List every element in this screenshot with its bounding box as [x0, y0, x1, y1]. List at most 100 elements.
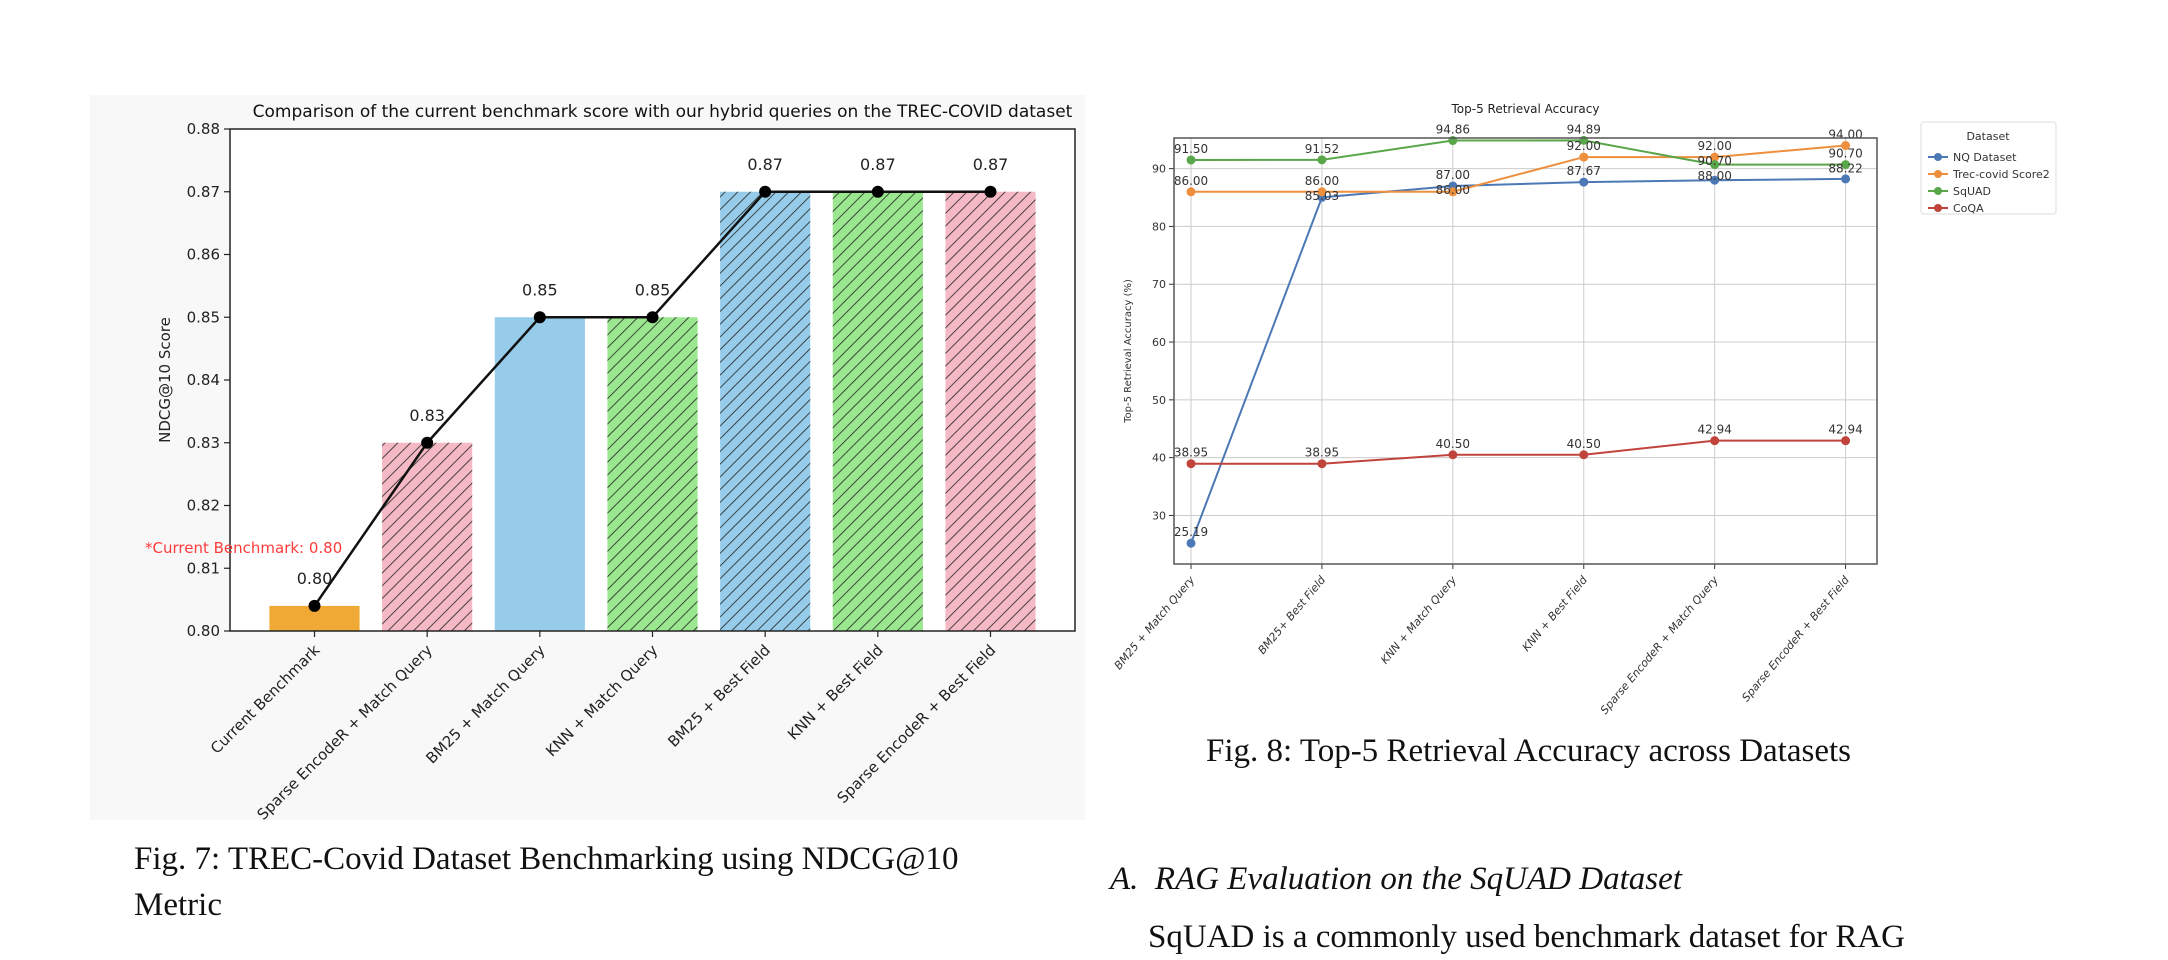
data-label: 94.89	[1567, 122, 1601, 136]
series-marker	[1186, 187, 1196, 197]
data-label: 38.95	[1174, 446, 1208, 460]
y-tick-label: 0.82	[187, 497, 220, 515]
data-label: 40.50	[1567, 437, 1601, 451]
trend-marker	[871, 185, 884, 198]
fig8-caption: Fig. 8: Top-5 Retrieval Accuracy across …	[1206, 733, 1851, 769]
data-label: 85.03	[1305, 189, 1339, 203]
series-marker	[1186, 538, 1196, 548]
y-tick-label: 0.86	[187, 246, 220, 264]
data-label: 88.00	[1697, 169, 1731, 183]
series-marker	[1186, 155, 1196, 165]
data-label: 92.00	[1697, 139, 1731, 153]
section-body-start: SqUAD is a commonly used benchmark datas…	[1148, 919, 1906, 955]
y-tick-label: 30	[1152, 509, 1166, 522]
bar-hatch	[720, 191, 811, 631]
series-marker	[1579, 450, 1589, 460]
y-tick-label: 0.87	[187, 183, 220, 201]
data-label: 94.00	[1828, 128, 1862, 142]
series-marker	[1448, 187, 1458, 197]
x-tick-label: BM25+ Best Field	[1255, 573, 1328, 657]
series-marker	[1710, 175, 1720, 185]
y-tick-label: 70	[1152, 278, 1166, 291]
series-marker	[1710, 152, 1720, 162]
y-tick-label: 40	[1152, 452, 1166, 465]
bar-hatch	[607, 317, 698, 631]
series-line	[1191, 439, 1846, 465]
data-label: 92.00	[1567, 139, 1601, 153]
data-label: 91.50	[1174, 142, 1208, 156]
trend-marker	[759, 185, 772, 198]
legend-swatch-marker	[1934, 153, 1942, 161]
y-tick-label: 0.85	[187, 308, 220, 326]
data-label: 90.70	[1697, 154, 1731, 168]
figures: 0.80 0.83 0.85 0.85 0.87 0.87 0.87 0.80 0.81 0.82…	[145, 102, 2057, 824]
legend-label: Trec-covid Score2	[1952, 168, 2050, 181]
data-label: 40.50	[1436, 437, 1470, 451]
trend-marker	[646, 311, 659, 324]
series-marker	[1841, 436, 1851, 446]
y-tick-label: 50	[1152, 394, 1166, 407]
x-tick-label: Sparse EncodeR + Match Query	[1598, 573, 1721, 717]
trend-marker	[984, 185, 997, 198]
series-marker	[1448, 450, 1458, 460]
y-tick-label: 60	[1152, 336, 1166, 349]
bar-hatch	[832, 191, 923, 631]
x-tick-label: KNN + Match Query	[1378, 573, 1459, 666]
legend-label: CoQA	[1953, 202, 1984, 215]
data-label: 0.87	[860, 155, 896, 174]
data-label: 86.00	[1436, 183, 1470, 197]
x-tick-label: KNN + Best Field	[1520, 573, 1591, 654]
fig7-caption-line1: Fig. 7: TREC-Covid Dataset Benchmarking …	[134, 841, 959, 877]
data-label: 0.83	[409, 406, 445, 425]
y-axis-label: NDCG@10 Score	[156, 317, 174, 443]
data-label: 38.95	[1305, 446, 1339, 460]
data-label: 90.70	[1828, 147, 1862, 161]
section-heading: A. RAG Evaluation on the SqUAD Dataset	[1110, 861, 1682, 897]
legend-swatch-marker	[1934, 187, 1942, 195]
bar-hatch	[382, 442, 473, 631]
series-marker	[1841, 174, 1851, 184]
data-label: 87.00	[1436, 168, 1470, 182]
data-label: 91.52	[1305, 142, 1339, 156]
y-tick-label: 0.81	[187, 559, 220, 577]
series-marker	[1317, 459, 1327, 469]
series-marker	[1579, 152, 1589, 162]
fig7-caption-line2: Metric	[134, 887, 222, 923]
y-axis-label: Top-5 Retrieval Accuracy (%)	[1123, 279, 1134, 424]
legend-title: Dataset	[1966, 130, 2010, 143]
y-tick-label: 0.80	[187, 622, 220, 640]
data-label: 94.86	[1436, 123, 1470, 137]
trend-marker	[308, 599, 321, 612]
bar	[494, 317, 585, 631]
legend-box	[1920, 121, 2057, 215]
series-marker	[1841, 141, 1851, 151]
series-line	[1191, 144, 1846, 193]
data-label: 0.87	[973, 155, 1009, 174]
series-marker	[1710, 160, 1720, 170]
data-label: 42.94	[1828, 423, 1862, 437]
legend-swatch-marker	[1934, 170, 1942, 178]
plot-frame	[1173, 137, 1878, 565]
x-tick-label: BM25 + Match Query	[1112, 573, 1198, 672]
y-tick-label: 0.84	[187, 371, 220, 389]
chart-title: Top-5 Retrieval Accuracy	[1451, 102, 1600, 116]
data-label: 86.00	[1174, 174, 1208, 188]
legend-label: SqUAD	[1953, 185, 1991, 198]
y-tick-label: 0.88	[187, 120, 220, 138]
legend-label: NQ Dataset	[1953, 151, 2017, 164]
trend-marker	[421, 436, 434, 449]
series-marker	[1710, 436, 1720, 446]
y-tick-label: 80	[1152, 220, 1166, 233]
data-label: 87.67	[1567, 164, 1601, 178]
data-label: 42.94	[1697, 423, 1731, 437]
data-label: 0.85	[522, 280, 558, 299]
data-label: 25.19	[1174, 525, 1208, 539]
series-marker	[1841, 160, 1851, 170]
series-marker	[1317, 155, 1327, 165]
retrieval-accuracy-line-chart: 30 40 50 60 70 80 90 BM25 + Match Query BM25+ Be…	[1112, 102, 2057, 717]
data-label: 0.80	[297, 569, 333, 588]
y-tick-label: 90	[1152, 163, 1166, 176]
series-line	[1191, 139, 1846, 166]
series-marker	[1579, 177, 1589, 187]
data-label: 86.00	[1305, 174, 1339, 188]
